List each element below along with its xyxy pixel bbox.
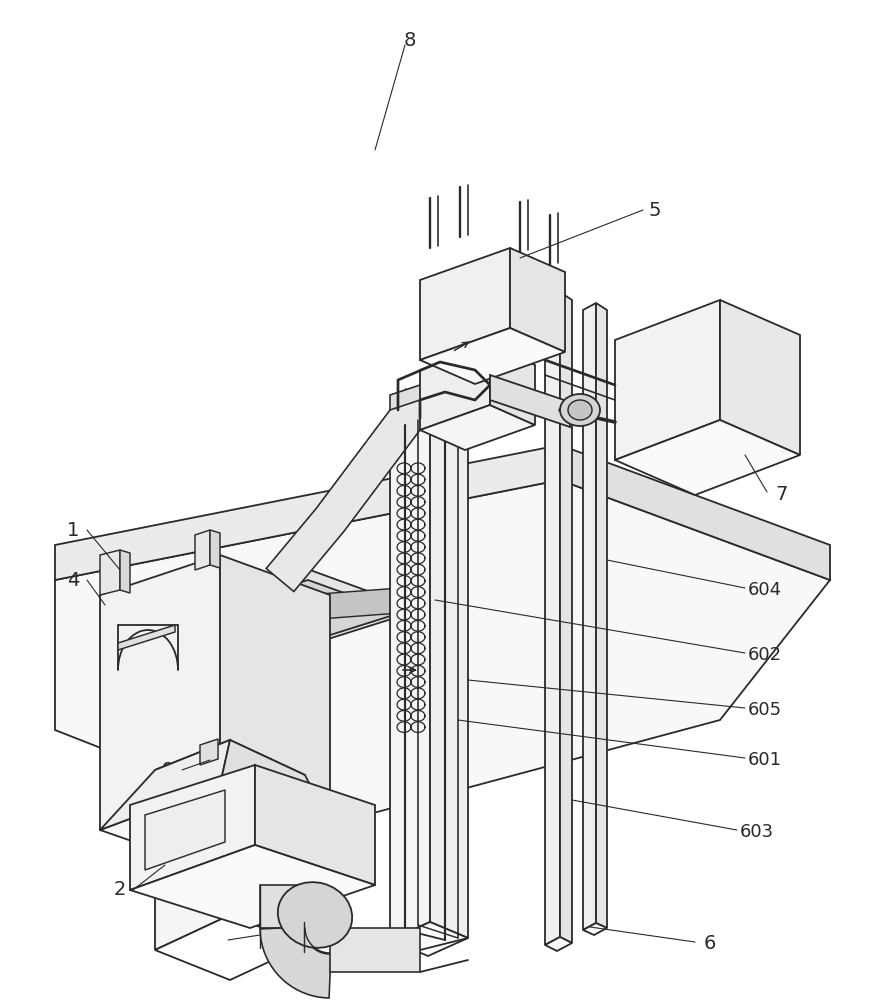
Ellipse shape [559,394,600,426]
Polygon shape [100,785,329,870]
Polygon shape [210,530,220,568]
Polygon shape [155,740,230,950]
Polygon shape [145,580,399,665]
Polygon shape [615,300,719,460]
Text: 2: 2 [113,880,126,900]
Polygon shape [260,885,304,928]
Polygon shape [615,420,799,495]
Polygon shape [390,375,450,410]
Polygon shape [120,605,145,632]
Polygon shape [582,303,595,930]
Text: 601: 601 [747,751,781,769]
Polygon shape [200,739,218,765]
Polygon shape [559,445,829,580]
Polygon shape [230,740,305,945]
Polygon shape [509,248,565,352]
Ellipse shape [277,882,352,948]
Polygon shape [266,389,434,592]
Polygon shape [595,303,607,928]
Polygon shape [544,937,572,951]
Text: 8: 8 [403,31,415,50]
Text: 3: 3 [212,932,224,951]
Polygon shape [260,927,330,998]
Polygon shape [130,845,375,928]
Text: 605: 605 [747,701,781,719]
Polygon shape [155,915,305,980]
Text: 5: 5 [648,201,660,220]
Text: 9: 9 [162,760,174,780]
Text: 604: 604 [747,581,781,599]
Polygon shape [220,555,329,825]
Polygon shape [145,588,399,632]
Polygon shape [130,765,255,890]
Polygon shape [390,922,467,956]
Polygon shape [420,405,535,450]
Polygon shape [489,345,535,425]
Polygon shape [100,740,230,830]
Polygon shape [559,292,572,943]
Polygon shape [255,765,375,885]
Polygon shape [420,345,489,430]
Polygon shape [489,375,569,427]
Polygon shape [120,570,420,670]
Polygon shape [118,625,175,650]
Text: 7: 7 [775,486,788,504]
Polygon shape [120,550,130,593]
Polygon shape [390,400,429,940]
Polygon shape [719,300,799,455]
Polygon shape [429,400,467,938]
Polygon shape [100,550,120,595]
Polygon shape [420,248,509,360]
Polygon shape [100,555,220,830]
Text: 602: 602 [747,646,781,664]
Text: 1: 1 [67,520,79,540]
Polygon shape [195,530,210,570]
Polygon shape [420,328,565,384]
Polygon shape [220,740,329,825]
Polygon shape [544,292,559,945]
Text: 603: 603 [739,823,774,841]
Polygon shape [582,923,607,935]
Polygon shape [145,790,225,870]
Ellipse shape [567,400,591,420]
Text: 6: 6 [703,934,716,953]
Text: 4: 4 [67,570,79,589]
Polygon shape [55,445,559,580]
Polygon shape [55,480,829,830]
Polygon shape [329,928,420,972]
